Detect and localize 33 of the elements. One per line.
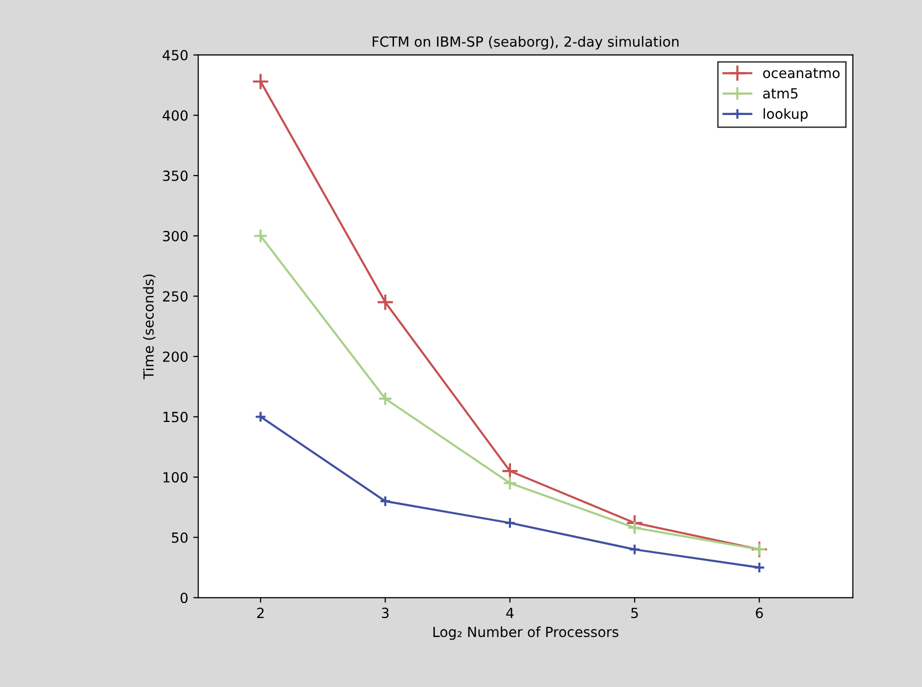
- point: [627, 520, 642, 536]
- y-tick-label: 450: [162, 50, 188, 60]
- legend-label: oceanatmo: [763, 68, 840, 78]
- point: [501, 462, 519, 480]
- y-tick-label: 150: [164, 412, 188, 422]
- y-tick-label: 350: [163, 170, 188, 182]
- y-tick-label: 250: [163, 291, 188, 302]
- legend-label: atm5: [763, 88, 798, 99]
- y-tick-label: 300: [163, 230, 188, 242]
- point: [376, 294, 394, 311]
- y-tick-label: 100: [164, 472, 188, 483]
- y-axis-title: Time (seconds): [143, 274, 156, 380]
- y-tick-label: 50: [172, 532, 188, 543]
- y-tick-label: 200: [163, 351, 188, 362]
- y-tick-label: 0: [180, 592, 188, 604]
- point: [753, 562, 766, 574]
- x-tick-label: 3: [382, 608, 389, 618]
- point: [378, 391, 393, 406]
- point: [253, 228, 268, 244]
- point: [252, 72, 270, 90]
- point: [379, 495, 392, 508]
- x-tick-label: 5: [631, 608, 638, 618]
- point: [504, 517, 516, 529]
- point: [628, 544, 641, 556]
- x-tick-label: 4: [506, 608, 514, 618]
- x-tick-label: 2: [257, 608, 264, 618]
- chart-title: FCTM on IBM-SP (seaborg), 2-day simulation: [372, 36, 678, 50]
- point: [502, 476, 518, 490]
- point: [254, 410, 266, 423]
- y-tick-label: 400: [162, 110, 188, 121]
- legend-label: lookup: [764, 108, 808, 122]
- x-tick-label: 6: [756, 608, 763, 618]
- x-axis-title: Log₂ Number of Processors: [433, 626, 618, 640]
